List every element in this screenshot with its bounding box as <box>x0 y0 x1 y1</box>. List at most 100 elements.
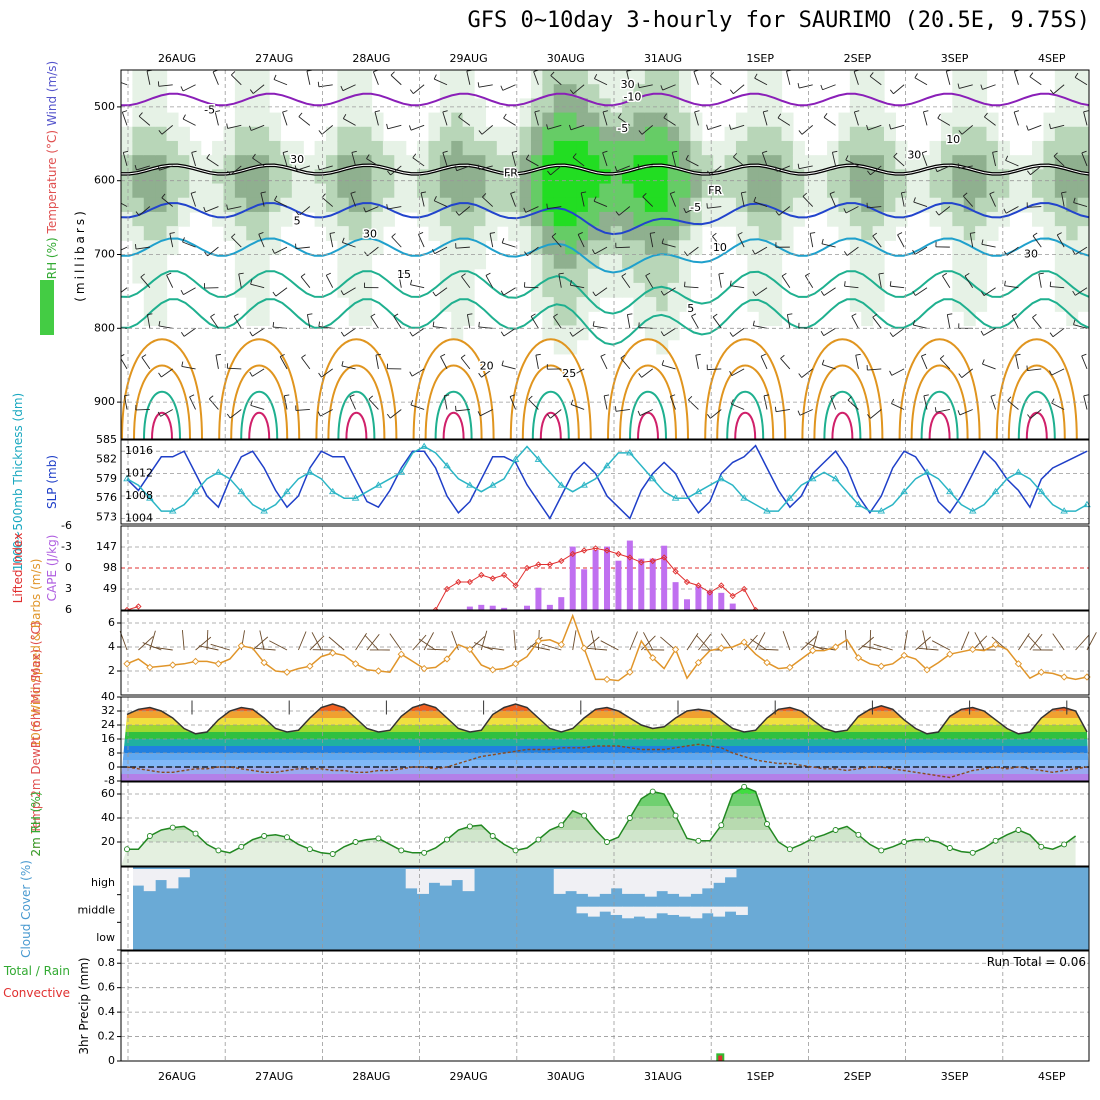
wind-barb <box>781 275 791 288</box>
bottom-day-label: 28AUG <box>352 1070 390 1083</box>
wind-barb-flag <box>1049 89 1054 95</box>
wind-barb <box>547 206 562 210</box>
wind-barb-flag <box>374 110 380 113</box>
rh-cell <box>656 126 669 142</box>
rh-cell <box>679 183 692 199</box>
wind-barb-flag <box>593 196 597 202</box>
rh-cell <box>496 211 509 227</box>
rh-cell <box>314 197 327 213</box>
rh-cell <box>610 197 623 213</box>
rh-cell <box>599 254 612 270</box>
wind-barb <box>351 152 357 167</box>
rh-cell <box>519 126 532 142</box>
wind-barb <box>390 409 402 419</box>
rh-cell <box>565 211 578 227</box>
wind-barb-flag <box>121 354 125 357</box>
rh-cell <box>257 254 270 270</box>
wind-barb <box>961 125 974 135</box>
cloud-high-gap <box>553 869 566 894</box>
rh2m-point <box>284 834 290 841</box>
rh-cell <box>1054 254 1067 270</box>
wind10m-barb <box>600 640 619 651</box>
rh-cell <box>576 240 589 256</box>
rh-cell <box>952 140 965 156</box>
wind10m-barb <box>812 630 819 651</box>
wind10m-barb <box>542 643 562 651</box>
wind10m-barb <box>1052 633 1065 651</box>
rh-cell <box>1054 282 1067 298</box>
rh-cell <box>747 183 760 199</box>
rh-cell <box>1066 183 1079 199</box>
wind-barb-flag <box>226 123 229 129</box>
rh-cell <box>553 70 566 85</box>
rh-cell <box>610 70 623 85</box>
boundary-layer-contour <box>345 411 368 439</box>
rh-cell <box>701 140 714 156</box>
rh-cell <box>735 155 748 170</box>
rh-cell <box>633 140 646 156</box>
wind-barb <box>551 236 562 248</box>
rh-cell <box>770 211 783 227</box>
cape-bar <box>672 582 679 610</box>
wind-barb <box>830 396 836 410</box>
rh-cell <box>1066 140 1079 156</box>
cloud-level-label: middle <box>77 904 115 917</box>
rh-cell <box>735 183 748 199</box>
wind-barb <box>524 286 539 289</box>
wind-barb-flag <box>272 322 275 328</box>
rh-cell <box>143 169 156 185</box>
wind-barb-flag <box>210 313 215 318</box>
rh-cell <box>587 254 600 270</box>
top-day-label: 1SEP <box>746 52 774 65</box>
wind-barb-flag <box>250 400 253 406</box>
rh-cell <box>177 183 190 199</box>
wind-barb <box>572 327 585 337</box>
wind-barb-flag <box>602 110 608 113</box>
thickness-label: 1000~500mb Thickness (dm) <box>11 393 25 571</box>
rh-cell <box>587 282 600 298</box>
top-day-label: 3SEP <box>941 52 969 65</box>
precip-total-label: Total / Rain <box>3 964 70 978</box>
boundary-layer-contour <box>619 364 677 439</box>
rh-cell <box>1020 155 1033 170</box>
rh-cell <box>121 183 133 199</box>
rh-cell <box>679 211 692 227</box>
rh-cell <box>143 311 156 327</box>
rh-cell <box>1066 155 1079 170</box>
rh-cell <box>622 112 635 128</box>
wind-barb-flag <box>1083 110 1089 113</box>
rh-cell <box>348 183 361 199</box>
wind-barb-flag <box>923 394 929 397</box>
wind10m-point <box>169 661 177 669</box>
rh-cell <box>234 211 247 227</box>
rh-cell <box>382 140 395 156</box>
cloud-high-gap <box>587 869 600 897</box>
wind-barb-flag <box>1032 232 1038 237</box>
chart-title: GFS 0~10day 3-hourly for SAURIMO (20.5E,… <box>467 8 1090 33</box>
rh-cell <box>770 254 783 270</box>
rh2m-point <box>626 815 633 821</box>
rh-cell <box>599 84 612 99</box>
rh2m-point <box>352 839 359 845</box>
temp-band <box>121 725 1089 732</box>
wind-barb-flag <box>460 354 466 359</box>
rh-cell <box>1032 155 1045 170</box>
wind10m-point <box>443 655 451 663</box>
rh-cell <box>337 211 350 227</box>
rh-cell <box>121 155 133 170</box>
rh2m-point <box>855 831 862 838</box>
rh2m-point <box>672 812 679 819</box>
wind-barb <box>252 84 265 94</box>
rh-cell <box>952 226 965 241</box>
rh-cell <box>303 169 316 185</box>
wind-barb-flag <box>691 313 697 317</box>
rh-cell <box>633 240 646 256</box>
rh-cell <box>257 311 270 327</box>
rh-cell <box>177 126 190 142</box>
wind-barb-flag <box>158 320 161 327</box>
wind-barb <box>434 246 448 255</box>
wind10m-barb <box>698 633 712 651</box>
wind-barb <box>847 399 859 410</box>
rh-cell <box>132 70 145 85</box>
wind-barb <box>853 111 859 126</box>
